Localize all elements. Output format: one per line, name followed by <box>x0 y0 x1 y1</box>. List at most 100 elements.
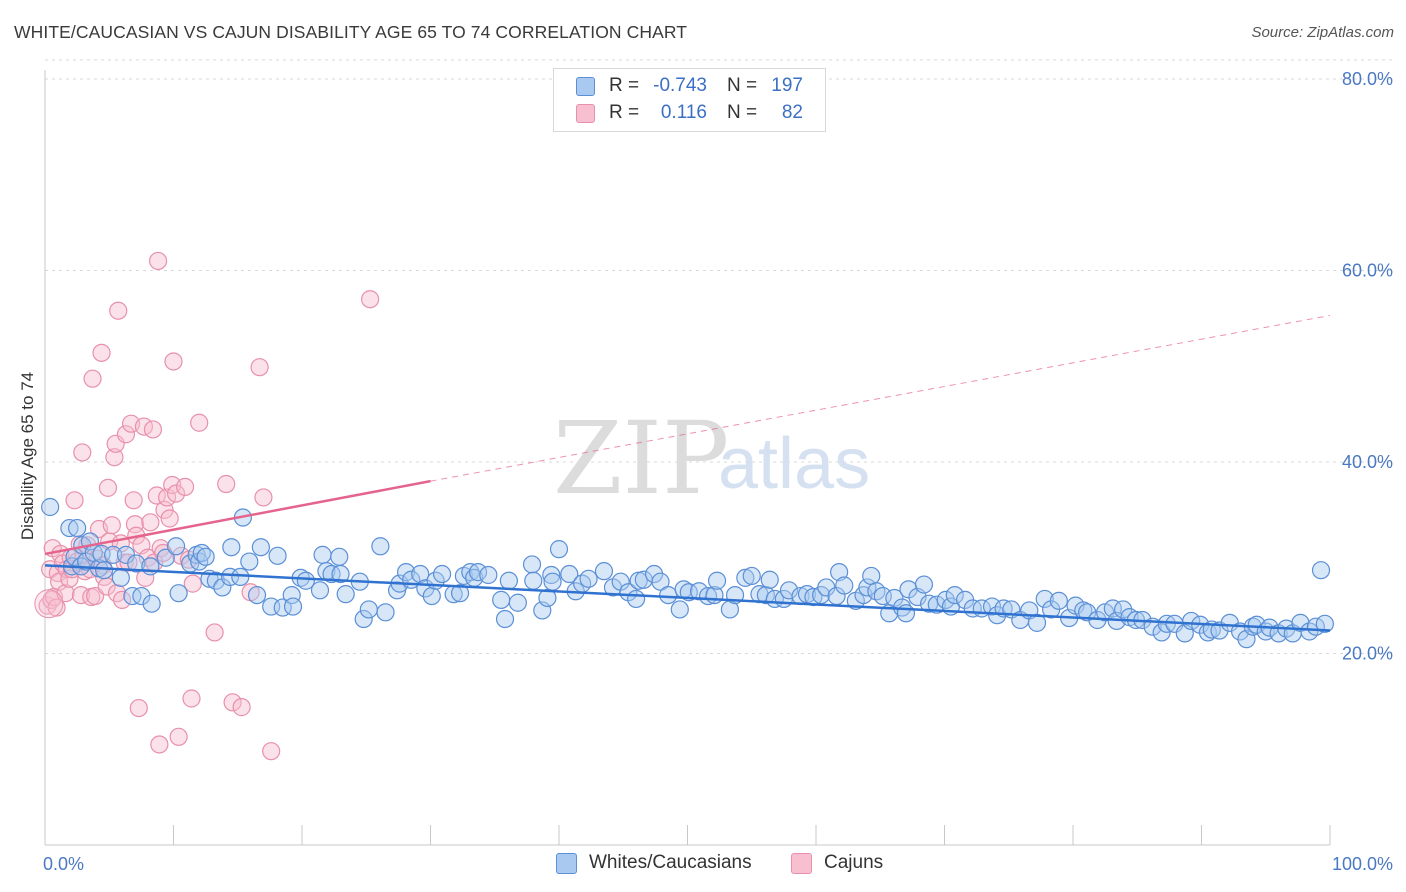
y-tick-label: 40.0% <box>1342 452 1393 472</box>
white-point <box>736 568 755 587</box>
cajun-point <box>124 491 143 510</box>
white-point <box>141 557 160 576</box>
white-point <box>492 590 511 609</box>
white-point <box>524 571 543 590</box>
legend-r-value: -0.743 <box>653 75 707 96</box>
legend-swatch-pink <box>576 103 595 123</box>
white-point <box>522 555 542 574</box>
white-point <box>1078 603 1097 622</box>
y-tick-label: 80.0% <box>1342 69 1393 89</box>
cajun-point <box>223 693 242 712</box>
white-point <box>313 545 332 564</box>
white-point <box>542 565 561 585</box>
white-point <box>166 537 186 556</box>
cajun-point <box>102 516 121 535</box>
cajun-point <box>190 413 209 432</box>
cajun-point <box>73 443 92 462</box>
legend-r-label: R = <box>609 75 640 96</box>
cajun-point <box>232 698 251 717</box>
cajun-point <box>148 251 168 271</box>
white-point <box>1035 589 1054 609</box>
watermark: ZIP atlas <box>553 400 870 517</box>
white-point <box>310 581 330 600</box>
cajun-point <box>217 474 236 494</box>
cajun-point <box>92 343 111 362</box>
cajun-point <box>125 515 145 534</box>
white-point <box>222 538 241 557</box>
cajun-point <box>183 574 202 593</box>
legend-n-label: N = <box>727 75 758 96</box>
white-point <box>142 594 161 613</box>
cajun-point <box>34 589 64 619</box>
legend-r-value: 0.116 <box>660 102 707 123</box>
white-point <box>830 563 849 582</box>
watermark-atlas: atlas <box>718 424 870 504</box>
white-point <box>495 609 515 629</box>
cajun-point <box>182 689 201 708</box>
white-point <box>282 585 301 605</box>
white-point <box>296 571 315 590</box>
white-point <box>543 572 562 591</box>
white-point <box>707 571 727 590</box>
legend-item-cajuns: Cajuns <box>791 852 883 874</box>
cajun-point <box>361 290 380 309</box>
x-tick-label: 100.0% <box>1332 854 1393 874</box>
white-point <box>629 571 648 590</box>
white-point <box>283 597 303 616</box>
white-point <box>1027 613 1047 632</box>
white-point <box>659 585 678 605</box>
white-point <box>594 562 614 581</box>
white-point <box>95 561 114 580</box>
white-point <box>231 567 250 587</box>
y-tick-label: 20.0% <box>1342 644 1393 664</box>
white-point <box>760 570 779 589</box>
cajun-point <box>150 735 169 754</box>
legend-r-label: R = <box>609 102 640 123</box>
white-point <box>927 595 946 614</box>
white-point <box>1049 591 1068 610</box>
x-tick-label: 0.0% <box>43 854 84 874</box>
cajun-point <box>112 590 132 609</box>
white-point <box>247 585 267 605</box>
white-point <box>862 566 881 586</box>
legend-label-cajuns: Cajuns <box>824 852 884 873</box>
white-point <box>835 576 854 595</box>
white-point <box>742 566 761 586</box>
y-tick-label: 60.0% <box>1342 261 1393 281</box>
series-legend: Whites/Caucasians Cajuns <box>0 852 1406 878</box>
white-point <box>376 603 395 622</box>
cajun-point <box>98 478 118 497</box>
white-point <box>538 588 557 608</box>
cajun-point <box>262 742 281 761</box>
white-point <box>41 497 60 517</box>
legend-swatch-blue <box>576 76 595 96</box>
white-point <box>104 545 123 564</box>
cajun-point <box>250 358 269 377</box>
white-trend-line <box>44 564 1331 632</box>
cajun-point <box>65 491 84 510</box>
white-point <box>220 567 240 587</box>
legend-item-whites: Whites/Caucasians <box>556 852 752 874</box>
white-point <box>499 571 518 590</box>
white-point <box>422 586 441 606</box>
white-point <box>1152 623 1171 642</box>
white-point <box>1182 611 1201 631</box>
cajun-point <box>151 539 170 558</box>
cajun-point <box>141 513 160 532</box>
cajun-point <box>109 301 128 320</box>
white-point <box>354 609 373 629</box>
white-point <box>156 548 175 567</box>
axes <box>44 70 1331 846</box>
cajun-point <box>160 509 179 528</box>
white-point <box>432 564 452 584</box>
source-label: Source: ZipAtlas.com <box>1251 24 1394 41</box>
watermark-zip: ZIP <box>553 400 729 517</box>
white-point <box>1311 561 1331 580</box>
legend-n-value: 82 <box>781 102 803 123</box>
white-point <box>858 578 877 597</box>
white-point <box>111 568 130 587</box>
white-point <box>579 569 598 588</box>
cajun-point <box>116 425 136 444</box>
white-point <box>411 564 430 584</box>
